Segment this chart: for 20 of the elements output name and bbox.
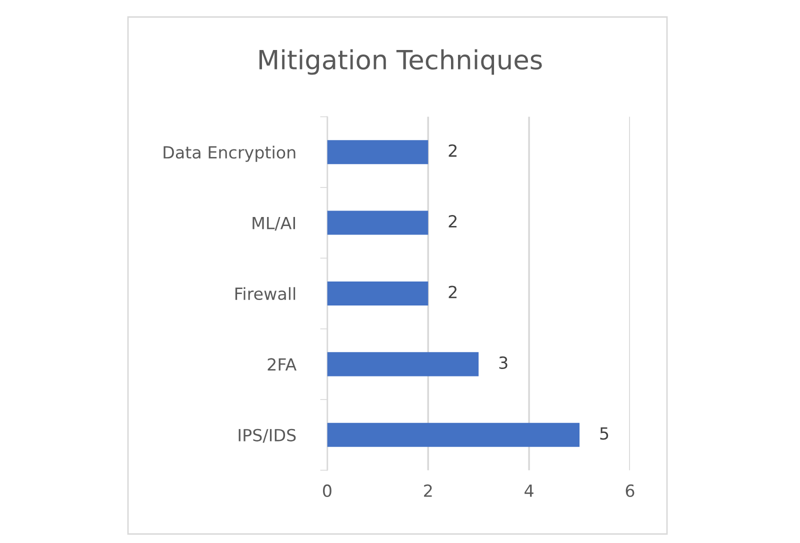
x-tick-label: 2	[424, 484, 432, 497]
bar	[327, 140, 428, 164]
bar	[327, 281, 428, 306]
y-tick-label: 2FA	[268, 358, 297, 371]
bar	[327, 422, 580, 447]
data-label: 2	[448, 286, 457, 298]
data-label: 2	[448, 144, 457, 157]
y-tick-label: Data Encryption	[164, 146, 296, 162]
y-tick-label: IPS/IDS	[238, 428, 296, 443]
data-label: 3	[499, 356, 508, 370]
bar	[327, 352, 479, 376]
y-tick-label: ML/AI	[252, 216, 296, 231]
y-tick-label: Firewall	[235, 287, 296, 300]
data-label: 5	[600, 427, 608, 440]
data-label: 2	[448, 215, 457, 228]
x-tick-label: 4	[524, 484, 534, 497]
bar	[327, 210, 428, 235]
chart-title: Mitigation Techniques	[259, 49, 542, 75]
x-tick-label: 0	[322, 484, 332, 498]
x-tick-label: 6	[626, 484, 634, 498]
